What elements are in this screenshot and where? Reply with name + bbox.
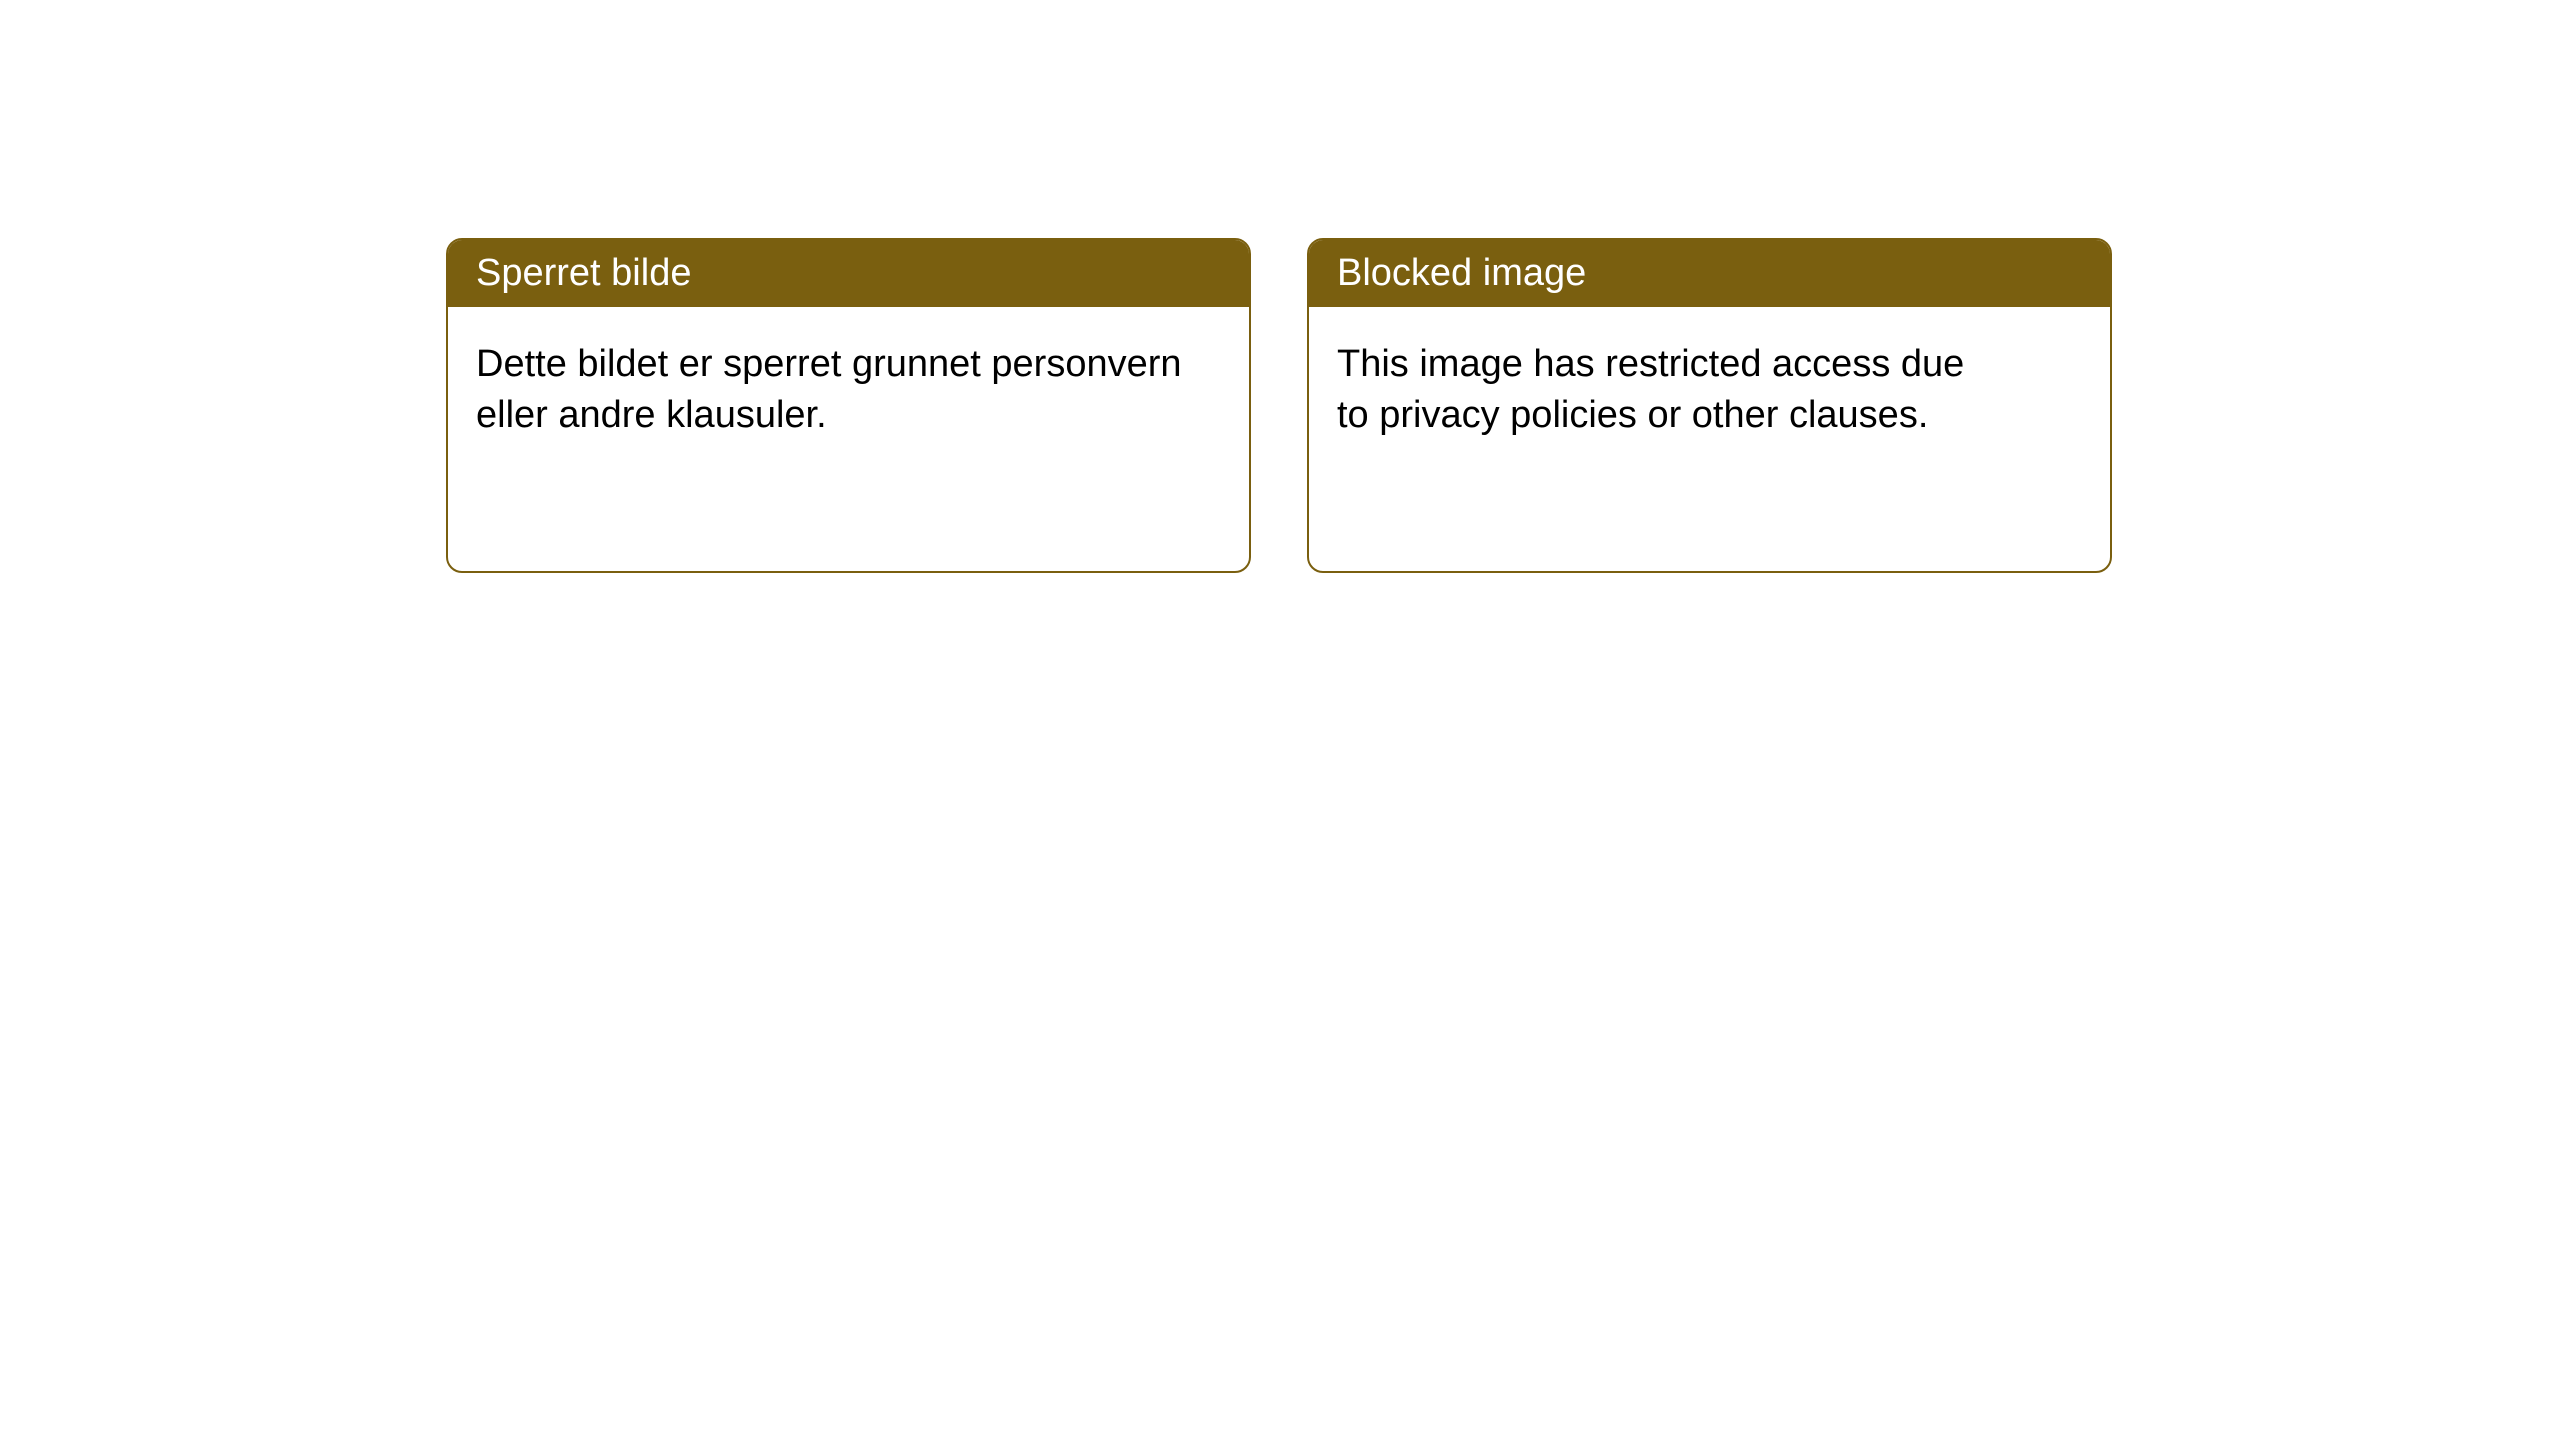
blocked-image-card-no: Sperret bilde Dette bildet er sperret gr…: [446, 238, 1251, 573]
card-header-en: Blocked image: [1309, 240, 2110, 307]
card-header-no: Sperret bilde: [448, 240, 1249, 307]
card-body-en: This image has restricted access due to …: [1309, 307, 2110, 474]
notice-row: Sperret bilde Dette bildet er sperret gr…: [0, 0, 2560, 573]
blocked-image-card-en: Blocked image This image has restricted …: [1307, 238, 2112, 573]
card-body-no: Dette bildet er sperret grunnet personve…: [448, 307, 1249, 474]
